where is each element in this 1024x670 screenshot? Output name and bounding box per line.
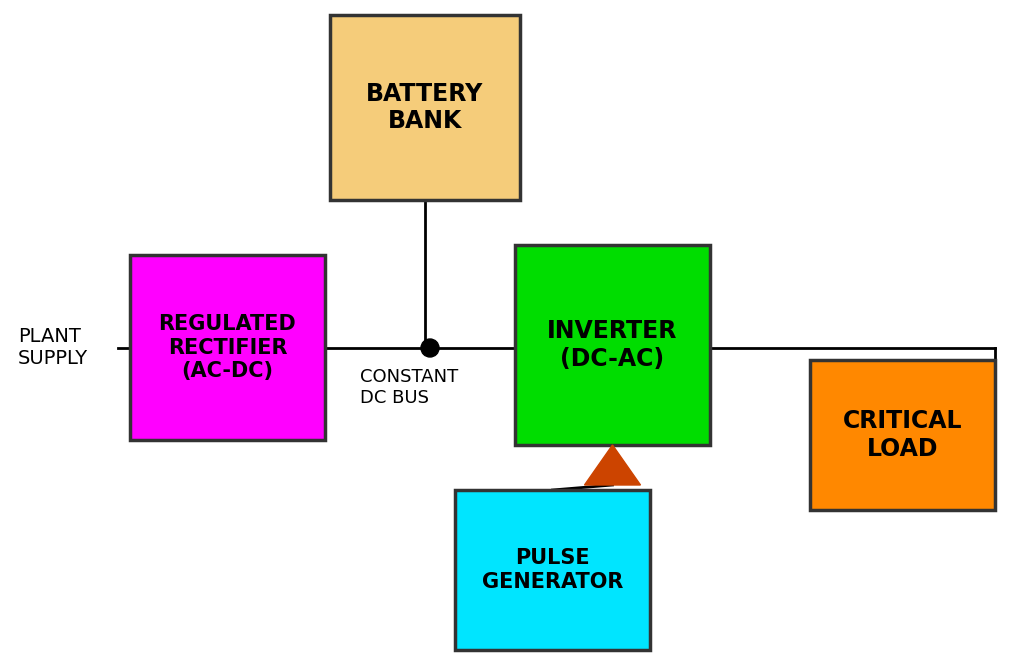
- Text: CRITICAL
LOAD: CRITICAL LOAD: [843, 409, 963, 461]
- Bar: [330, 15, 520, 200]
- Text: BATTERY
BANK: BATTERY BANK: [367, 82, 483, 133]
- Circle shape: [421, 339, 439, 357]
- Bar: [455, 490, 650, 650]
- Text: PULSE
GENERATOR: PULSE GENERATOR: [482, 549, 624, 592]
- Bar: [515, 245, 710, 445]
- Polygon shape: [585, 445, 640, 485]
- Text: INVERTER
(DC-AC): INVERTER (DC-AC): [547, 319, 678, 371]
- Text: PLANT
SUPPLY: PLANT SUPPLY: [18, 328, 88, 368]
- Text: CONSTANT
DC BUS: CONSTANT DC BUS: [360, 368, 459, 407]
- Bar: [130, 255, 325, 440]
- Bar: [810, 360, 995, 510]
- Text: REGULATED
RECTIFIER
(AC-DC): REGULATED RECTIFIER (AC-DC): [159, 314, 296, 381]
